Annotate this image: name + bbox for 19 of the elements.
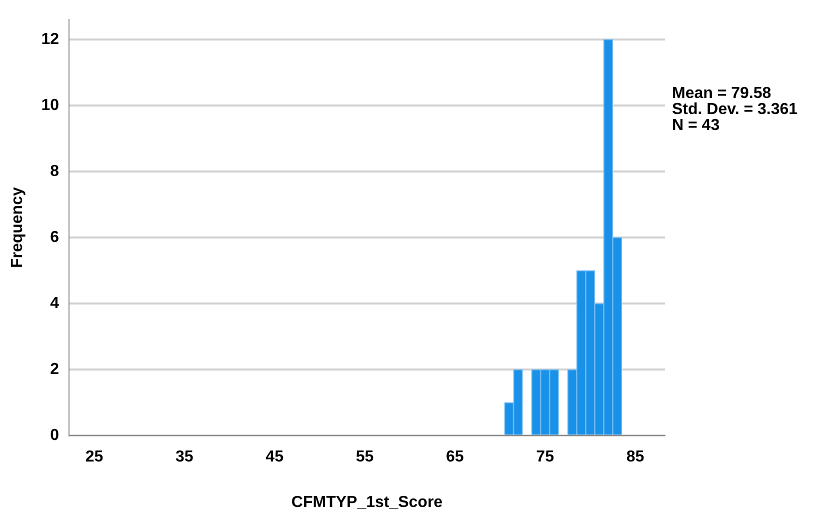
y-tick-label: 10: [41, 96, 60, 114]
x-tick-label: 85: [626, 448, 644, 466]
x-tick-label: 75: [536, 448, 554, 466]
y-axis-title: Frequency: [9, 187, 26, 268]
x-tick-label: 45: [266, 448, 284, 466]
text: Std. Dev. = 3.361: [672, 101, 798, 118]
y-tick-label: 2: [50, 360, 60, 378]
x-tick-label: 25: [85, 448, 104, 466]
text: N = 43: [672, 117, 721, 134]
x-tick-label: 65: [446, 448, 464, 466]
y-tick-label: 6: [50, 228, 60, 246]
x-tick-label: 55: [356, 448, 374, 466]
x-axis-title: CFMTYP_1st_Score: [291, 494, 443, 511]
text: Mean = 79.58: [672, 85, 772, 102]
x-tick-label: 35: [176, 448, 194, 466]
y-tick-label: 12: [41, 30, 60, 48]
y-tick-label: 4: [50, 294, 60, 312]
y-tick-label: 8: [50, 162, 60, 180]
y-tick-label: 0: [50, 427, 60, 444]
